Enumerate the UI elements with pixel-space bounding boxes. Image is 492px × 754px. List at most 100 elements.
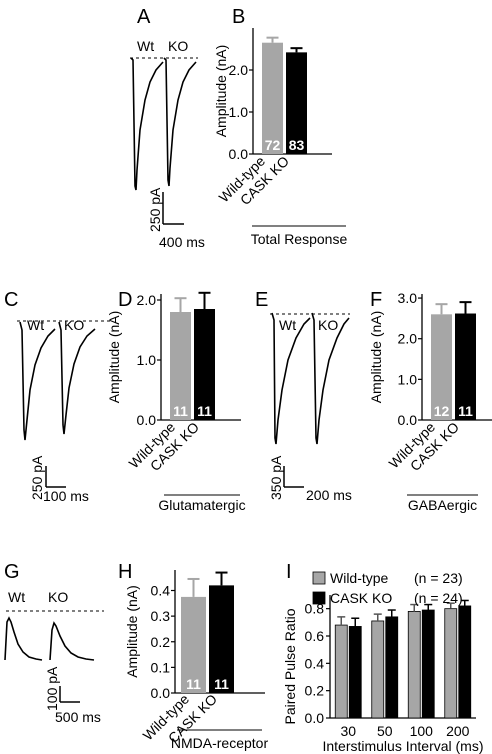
chart-i-ytick-label: 0.6 — [305, 628, 325, 644]
panel-letter-e: E — [255, 289, 268, 311]
chart-h-ylabel: Amplitude (nA) — [124, 585, 140, 678]
chart-b-ylabel: Amplitude (nA) — [213, 45, 229, 138]
chart-f-bar-wild-type — [431, 314, 452, 420]
trace-a-wt-current — [130, 57, 164, 191]
trace-e-scale-x-label: 200 ms — [306, 487, 352, 503]
chart-h-bar-cask-ko — [209, 585, 234, 693]
trace-c-scale-y-label: 250 pA — [29, 455, 45, 500]
chart-i-legend-swatch-cask-ko — [312, 591, 326, 605]
chart-h-n-label: 11 — [214, 676, 229, 692]
trace-a-ko-current — [163, 57, 197, 187]
panel-letter-i: I — [286, 561, 292, 583]
chart-f-ytick-label: 3.0 — [398, 290, 418, 306]
chart-h-n-label: 11 — [186, 676, 201, 692]
trace-a-ko-label: KO — [168, 38, 188, 54]
chart-d-ytick-label: 2.0 — [137, 292, 157, 308]
chart-d-xlabel: Glutamatergic — [158, 497, 245, 513]
chart-i-bar-cask-ko — [421, 609, 435, 719]
trace-c-scale-x-label: 100 ms — [43, 488, 89, 504]
trace-c-ko-current — [58, 321, 96, 435]
chart-i-bar-wild-type — [371, 620, 385, 719]
chart-f-xlabel: GABAergic — [408, 497, 477, 513]
chart-h-ytick-label: 0.1 — [151, 659, 171, 675]
chart-i-ytick-label: 0.2 — [305, 683, 325, 699]
chart-d-ytick-label: 0.0 — [137, 412, 157, 428]
chart-i-bar-wild-type — [444, 608, 458, 719]
trace-e-wt-label: Wt — [279, 317, 296, 333]
chart-h-ytick-label: 0.0 — [151, 685, 171, 701]
chart-b-ytick-label: 0.0 — [229, 146, 249, 162]
chart-b-n-label: 83 — [289, 137, 305, 153]
trace-g-wt-current — [4, 616, 43, 661]
chart-h-ytick-label: 0.2 — [151, 634, 171, 650]
chart-d-bar-wild-type — [170, 312, 191, 420]
trace-e-wt-current — [271, 312, 311, 445]
panel-letter-a: A — [137, 6, 151, 28]
chart-f-ytick-label: 1.0 — [398, 371, 418, 387]
trace-panel-c: Wt KO 250 pA 100 ms — [17, 317, 112, 504]
chart-i-category-label: 200 — [446, 723, 470, 739]
chart-i-ytick-label: 0.0 — [305, 710, 325, 726]
chart-i-ytick-label: 0.8 — [305, 601, 325, 617]
chart-f-ylabel: Amplitude (nA) — [368, 311, 384, 404]
chart-i-category-label: 30 — [340, 723, 356, 739]
chart-i-legend-swatch-wild-type — [312, 571, 326, 585]
chart-d-n-label: 11 — [197, 403, 212, 419]
chart-i-bar-cask-ko — [458, 605, 472, 719]
panel-letter-g: G — [4, 561, 20, 583]
chart-f-n-label: 11 — [458, 403, 473, 419]
chart-h-ytick-label: 0.3 — [151, 608, 171, 624]
chart-f-bar-cask-ko — [455, 313, 476, 420]
chart-f-ytick-label: 0.0 — [398, 412, 418, 428]
trace-e-ko-current — [311, 312, 350, 445]
trace-e-ko-label: KO — [318, 317, 338, 333]
trace-panel-g: Wt KO 100 pA 500 ms — [4, 589, 104, 725]
chart-i-ytick-label: 0.4 — [305, 655, 325, 671]
trace-g-scale-x-label: 500 ms — [55, 709, 101, 725]
chart-i-category-label: 100 — [410, 723, 434, 739]
chart-d-ylabel: Amplitude (nA) — [106, 311, 122, 404]
trace-g-ko-current — [49, 621, 95, 661]
chart-i-legend-n-wild-type: (n = 23) — [414, 570, 463, 586]
panel-letter-c: C — [4, 289, 18, 311]
chart-h-xlabel: NMDA-receptor — [171, 735, 269, 751]
trace-c-wt-label: Wt — [27, 317, 44, 333]
chart-i-legend-label-cask-ko: CASK KO — [330, 590, 392, 606]
trace-a-scale-y-label: 250 pA — [147, 187, 163, 232]
trace-g-ko-label: KO — [48, 589, 68, 605]
chart-i-legend-n-cask-ko: (n = 24) — [414, 590, 463, 606]
trace-e-scale-y-label: 350 pA — [268, 455, 284, 500]
trace-g-wt-label: Wt — [8, 589, 25, 605]
trace-a-scale-x-label: 400 ms — [159, 234, 205, 250]
chart-b-n-label: 72 — [265, 137, 281, 153]
trace-panel-e: Wt KO 350 pA 200 ms — [268, 312, 352, 503]
chart-i-legend-label-wild-type: Wild-type — [330, 570, 389, 586]
panel-letter-d: D — [118, 289, 132, 311]
chart-d-bar-cask-ko — [194, 309, 215, 420]
chart-i-bar-wild-type — [407, 611, 421, 719]
panel-letter-f: F — [370, 289, 382, 311]
chart-i-bar-wild-type — [334, 624, 348, 719]
trace-g-scale-y-label: 100 pA — [44, 666, 60, 711]
chart-h-ytick-label: 0.4 — [151, 583, 171, 599]
chart-i-xlabel: Interstimulus Interval (ms) — [322, 738, 483, 754]
chart-f-ytick-label: 2.0 — [398, 331, 418, 347]
chart-b-bar-wild-type — [262, 42, 283, 155]
chart-b-ytick-label: 1.0 — [229, 104, 249, 120]
trace-c-wt-current — [19, 321, 56, 441]
chart-i-bar-cask-ko — [385, 616, 399, 719]
chart-b-ytick-label: 2.0 — [229, 62, 249, 78]
trace-a-wt-label: Wt — [137, 38, 154, 54]
chart-d-n-label: 11 — [173, 403, 188, 419]
chart-d-ytick-label: 1.0 — [137, 352, 157, 368]
chart-i-ylabel: Paired Pulse Ratio — [282, 608, 298, 724]
panel-letter-h: H — [118, 561, 132, 583]
panel-letter-b: B — [232, 6, 245, 28]
trace-panel-a: Wt KO 250 pA 400 ms — [130, 38, 205, 250]
chart-h-bar-wild-type — [181, 596, 206, 693]
chart-f-n-label: 12 — [434, 403, 450, 419]
chart-i-bar-cask-ko — [348, 626, 362, 719]
chart-b-bar-cask-ko — [286, 52, 307, 154]
